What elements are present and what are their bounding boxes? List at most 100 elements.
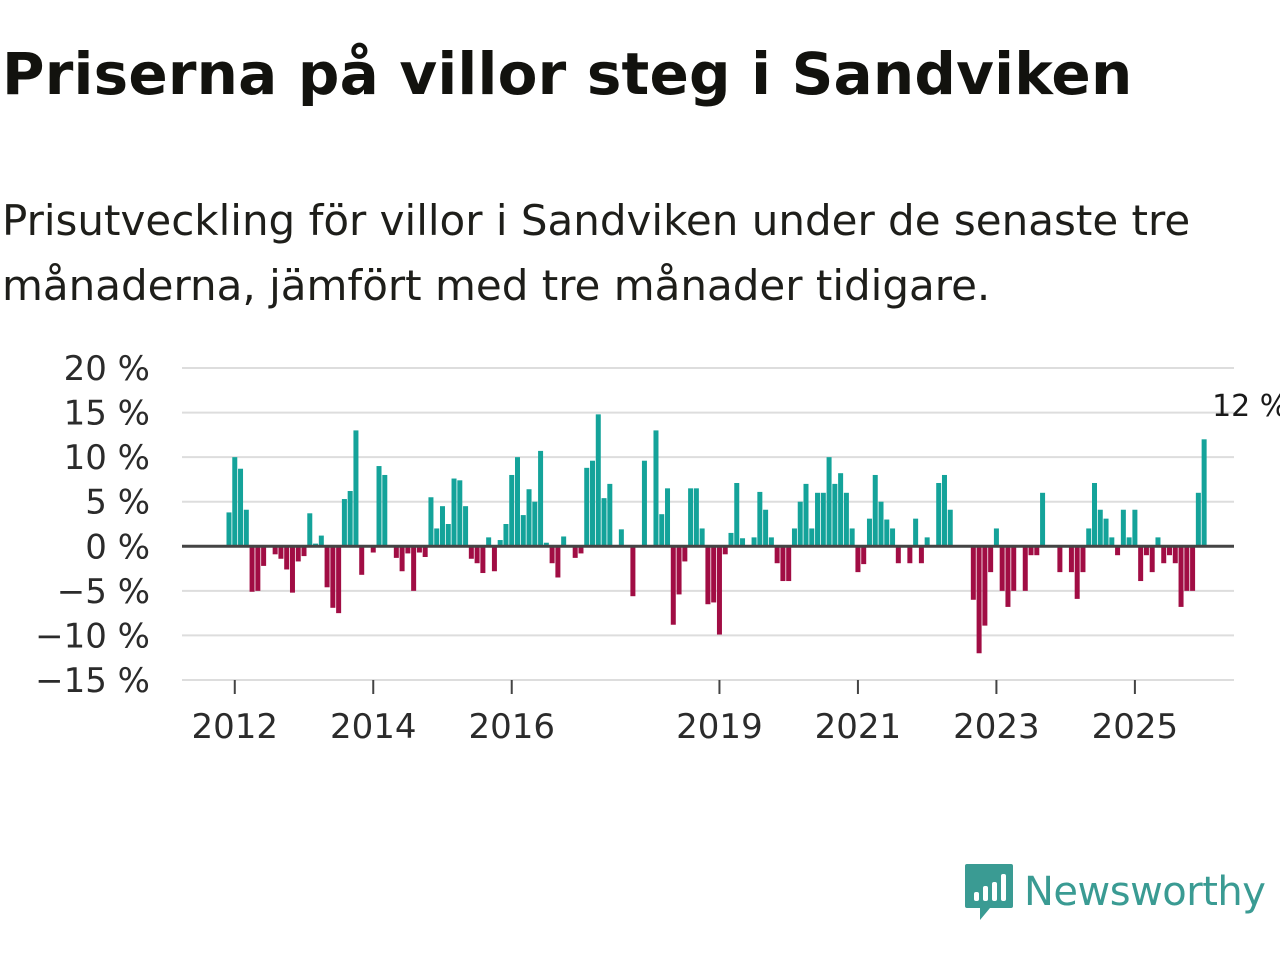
bar [1126,537,1132,547]
bar [618,529,624,547]
x-tick-label: 2025 [1092,707,1179,747]
bar [301,546,307,557]
bar [665,488,671,547]
bar [578,546,584,554]
bar [734,482,740,547]
bar [1178,546,1184,607]
bar [422,546,428,557]
bar [878,501,884,547]
bar [641,460,647,547]
bar [439,506,445,547]
bar [976,546,982,654]
newsworthy-logo[interactable]: Newsworthy [964,862,1266,922]
bar [451,478,457,547]
bar [526,489,532,547]
y-tick-label: 5 % [85,483,150,523]
bar [272,546,278,555]
chart-title: Priserna på villor steg i Sandviken [2,40,1133,108]
bar [601,498,607,547]
y-tick-label: 15 % [64,394,150,434]
bar [999,546,1005,591]
bar [757,491,763,547]
bar [1155,537,1161,547]
bar [393,546,399,558]
bar [543,542,549,547]
bar [682,546,688,562]
bar [751,537,757,547]
bar [416,546,422,553]
bar [561,536,567,547]
bar [318,535,324,547]
bar [1092,482,1097,547]
bar [491,546,497,572]
bar [1057,546,1063,573]
bar [688,488,694,547]
bar [711,546,717,603]
bar [1120,509,1126,547]
bar [232,457,238,547]
bar [826,457,832,547]
x-tick-label: 2014 [330,707,417,747]
bar [295,546,301,562]
bar [780,546,786,582]
bar [1086,528,1092,547]
bar [936,482,942,547]
bar [1034,546,1040,556]
y-tick-label: 10 % [64,438,150,478]
bar [411,546,417,591]
x-tick-label: 2016 [468,707,555,747]
bar [941,474,947,547]
bar [843,492,849,547]
bar [509,474,515,547]
bar [890,528,896,547]
chart-subtitle: Prisutveckling för villor i Sandviken un… [2,196,1191,310]
bar [399,546,405,572]
bar [249,546,255,592]
bar [584,467,590,547]
bar [238,468,244,547]
bar [1138,546,1144,582]
x-tick-label: 2023 [953,707,1040,747]
bar [480,546,486,574]
bar [1184,546,1190,591]
bar [1028,546,1034,556]
bar [1149,546,1155,573]
bar [1011,546,1017,591]
bar [590,460,596,547]
bar [486,537,492,547]
bar [376,466,382,547]
bar [1172,546,1178,564]
bar [1097,509,1103,547]
bar [820,492,826,547]
bar [659,514,665,547]
bar [947,509,953,547]
bar [515,457,520,547]
bar [832,483,838,547]
bar [520,515,526,547]
bar [855,546,861,573]
bar [630,546,636,597]
bar [1005,546,1011,607]
bar [1068,546,1074,573]
bar [803,483,809,547]
bar [866,518,872,547]
bar [607,483,613,547]
bar [768,537,774,547]
bar [1132,509,1138,547]
annotation: 12 % [1212,389,1280,424]
bar [474,546,480,564]
bar [405,546,411,554]
bar [924,537,930,547]
y-axis-labels: 20 % 15 %10 % 5 %0 % −5 %−10 % −15 % [35,349,150,701]
bar [728,532,734,547]
bar [463,506,469,547]
bar [676,546,682,595]
bar [382,474,388,547]
bar [289,546,295,593]
bar [532,501,538,547]
bar [722,546,728,555]
bar [913,518,919,547]
bar [307,513,313,547]
bar [872,474,878,547]
